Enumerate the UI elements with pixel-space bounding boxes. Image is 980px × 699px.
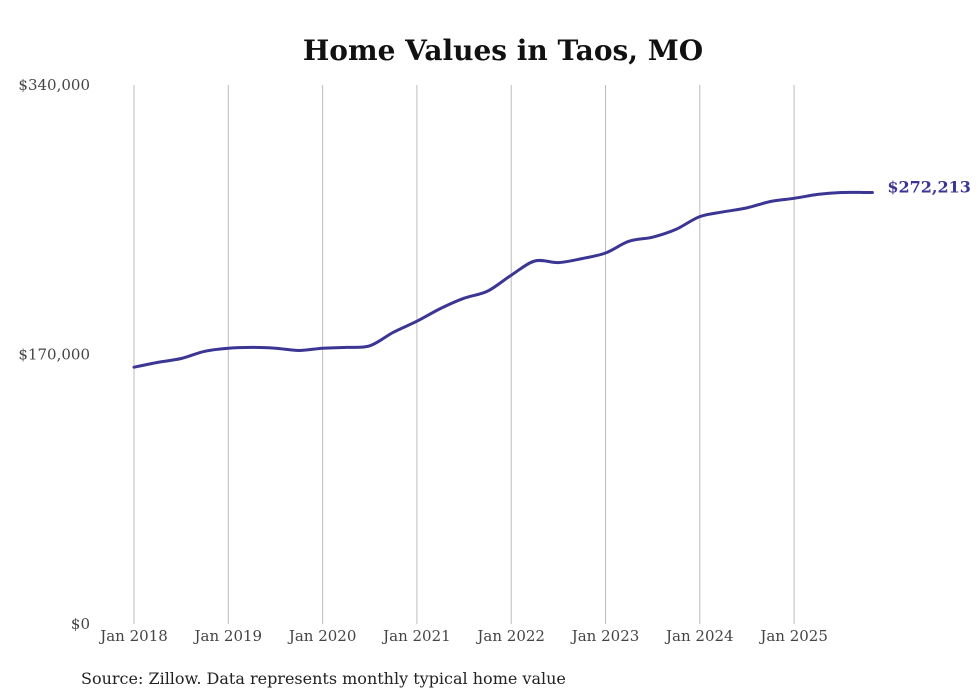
x-tick-label: Jan 2018 (98, 627, 168, 645)
x-tick-label: Jan 2025 (758, 627, 828, 645)
y-tick-label: $170,000 (18, 346, 90, 364)
x-tick-label: Jan 2024 (664, 627, 734, 645)
end-value-label: $272,213 (887, 178, 971, 197)
gridlines (133, 85, 795, 624)
x-tick-label: Jan 2020 (287, 627, 357, 645)
chart-title: Home Values in Taos, MO (303, 34, 703, 67)
x-tick-label: Jan 2023 (570, 627, 640, 645)
y-tick-label: $340,000 (18, 76, 90, 94)
x-axis-ticks: Jan 2018 Jan 2019 Jan 2020 Jan 2021 Jan 2022… (98, 627, 828, 645)
series-layer (132, 190, 874, 369)
source-note: Source: Zillow. Data represents monthly … (81, 669, 566, 688)
x-tick-label: Jan 2021 (381, 627, 451, 645)
series-line-home-value (132, 190, 874, 369)
y-tick-label: $0 (71, 615, 90, 633)
x-tick-label: Jan 2022 (475, 627, 545, 645)
y-axis-ticks: $0 $170,000 $340,000 (18, 76, 90, 633)
x-tick-label: Jan 2019 (193, 627, 263, 645)
